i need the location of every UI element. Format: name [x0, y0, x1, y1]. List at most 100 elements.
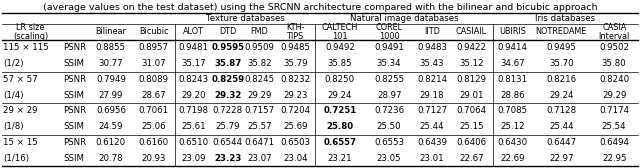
Text: 0.7127: 0.7127 — [417, 106, 447, 115]
Text: Natural image databases: Natural image databases — [349, 14, 458, 23]
Text: CASIAIL: CASIAIL — [456, 28, 487, 36]
Text: 0.8243: 0.8243 — [179, 75, 209, 84]
Text: 0.8957: 0.8957 — [139, 43, 169, 52]
Text: KTH-
TIPS: KTH- TIPS — [286, 23, 305, 41]
Text: 25.79: 25.79 — [216, 122, 240, 131]
Text: 0.6503: 0.6503 — [280, 138, 310, 147]
Text: SSIM: SSIM — [64, 59, 85, 68]
Text: 0.8250: 0.8250 — [325, 75, 355, 84]
Text: 0.8232: 0.8232 — [280, 75, 310, 84]
Text: 29.18: 29.18 — [420, 91, 444, 100]
Text: 57 × 57: 57 × 57 — [3, 75, 38, 84]
Text: 25.06: 25.06 — [141, 122, 166, 131]
Text: 22.97: 22.97 — [549, 154, 573, 163]
Text: SSIM: SSIM — [64, 154, 85, 163]
Text: CASIA
Interval: CASIA Interval — [598, 23, 630, 41]
Text: (1/4): (1/4) — [3, 91, 24, 100]
Text: Bicubic: Bicubic — [139, 28, 168, 36]
Text: 0.8240: 0.8240 — [599, 75, 629, 84]
Text: 0.6406: 0.6406 — [456, 138, 486, 147]
Text: 25.15: 25.15 — [459, 122, 484, 131]
Text: 0.6120: 0.6120 — [96, 138, 126, 147]
Text: 23.05: 23.05 — [377, 154, 401, 163]
Text: 0.7949: 0.7949 — [96, 75, 126, 84]
Text: 0.8129: 0.8129 — [456, 75, 486, 84]
Text: 0.8259: 0.8259 — [211, 75, 244, 84]
Text: COREL
1000: COREL 1000 — [376, 23, 403, 41]
Text: 0.8255: 0.8255 — [374, 75, 404, 84]
Text: 23.01: 23.01 — [420, 154, 444, 163]
Text: 0.6439: 0.6439 — [417, 138, 447, 147]
Text: 0.9495: 0.9495 — [547, 43, 576, 52]
Text: 22.69: 22.69 — [500, 154, 525, 163]
Text: IITD: IITD — [424, 28, 440, 36]
Text: 34.67: 34.67 — [500, 59, 525, 68]
Text: 30.77: 30.77 — [99, 59, 124, 68]
Text: 29.29: 29.29 — [248, 91, 272, 100]
Text: Iris databases: Iris databases — [535, 14, 595, 23]
Text: 0.9492: 0.9492 — [325, 43, 355, 52]
Text: 29.24: 29.24 — [328, 91, 352, 100]
Text: 0.7064: 0.7064 — [456, 106, 486, 115]
Text: 29.20: 29.20 — [181, 91, 206, 100]
Text: 29.32: 29.32 — [214, 91, 241, 100]
Text: 35.79: 35.79 — [283, 59, 308, 68]
Text: 23.23: 23.23 — [214, 154, 241, 163]
Text: Texture databases: Texture databases — [206, 14, 285, 23]
Text: 28.67: 28.67 — [141, 91, 166, 100]
Text: 0.8131: 0.8131 — [497, 75, 527, 84]
Text: 25.44: 25.44 — [549, 122, 573, 131]
Text: PSNR: PSNR — [63, 75, 86, 84]
Text: 25.44: 25.44 — [420, 122, 444, 131]
Text: 0.8245: 0.8245 — [244, 75, 275, 84]
Text: 0.7157: 0.7157 — [244, 106, 275, 115]
Text: 0.9502: 0.9502 — [599, 43, 629, 52]
Text: 25.69: 25.69 — [283, 122, 308, 131]
Text: (1/8): (1/8) — [3, 122, 24, 131]
Text: 0.6544: 0.6544 — [212, 138, 243, 147]
Text: 0.6553: 0.6553 — [374, 138, 404, 147]
Text: FMD: FMD — [251, 28, 268, 36]
Text: 0.6557: 0.6557 — [323, 138, 356, 147]
Text: 0.7251: 0.7251 — [323, 106, 356, 115]
Text: 0.9491: 0.9491 — [374, 43, 404, 52]
Text: 0.7198: 0.7198 — [179, 106, 209, 115]
Text: DTD: DTD — [219, 28, 236, 36]
Text: 20.93: 20.93 — [141, 154, 166, 163]
Text: PSNR: PSNR — [63, 138, 86, 147]
Text: 0.9414: 0.9414 — [497, 43, 527, 52]
Text: NOTREDAME: NOTREDAME — [536, 28, 587, 36]
Text: 29 × 29: 29 × 29 — [3, 106, 38, 115]
Text: 0.7085: 0.7085 — [497, 106, 527, 115]
Text: 31.07: 31.07 — [141, 59, 166, 68]
Text: (average values on the test dataset) using the SRCNN architecture compared with : (average values on the test dataset) usi… — [43, 3, 597, 12]
Text: 0.7204: 0.7204 — [280, 106, 310, 115]
Text: LR size
(scaling): LR size (scaling) — [13, 23, 48, 41]
Text: SSIM: SSIM — [64, 91, 85, 100]
Text: 0.9481: 0.9481 — [179, 43, 209, 52]
Text: (1/16): (1/16) — [3, 154, 29, 163]
Text: 23.21: 23.21 — [328, 154, 352, 163]
Text: 22.67: 22.67 — [459, 154, 484, 163]
Text: 35.82: 35.82 — [247, 59, 272, 68]
Text: 0.9509: 0.9509 — [244, 43, 275, 52]
Text: 35.70: 35.70 — [549, 59, 573, 68]
Text: 0.6510: 0.6510 — [179, 138, 209, 147]
Text: 0.9485: 0.9485 — [280, 43, 310, 52]
Text: 29.29: 29.29 — [602, 91, 627, 100]
Text: CALTECH
101: CALTECH 101 — [322, 23, 358, 41]
Text: 0.6471: 0.6471 — [244, 138, 275, 147]
Text: 35.17: 35.17 — [181, 59, 206, 68]
Text: 0.7236: 0.7236 — [374, 106, 404, 115]
Text: 0.6494: 0.6494 — [599, 138, 629, 147]
Text: 25.80: 25.80 — [326, 122, 353, 131]
Text: 28.97: 28.97 — [377, 91, 401, 100]
Text: 0.7228: 0.7228 — [212, 106, 243, 115]
Text: 35.80: 35.80 — [602, 59, 627, 68]
Text: 0.8214: 0.8214 — [417, 75, 447, 84]
Text: 35.34: 35.34 — [377, 59, 401, 68]
Text: 0.8089: 0.8089 — [139, 75, 169, 84]
Text: 20.78: 20.78 — [99, 154, 124, 163]
Text: PSNR: PSNR — [63, 106, 86, 115]
Text: 35.85: 35.85 — [328, 59, 352, 68]
